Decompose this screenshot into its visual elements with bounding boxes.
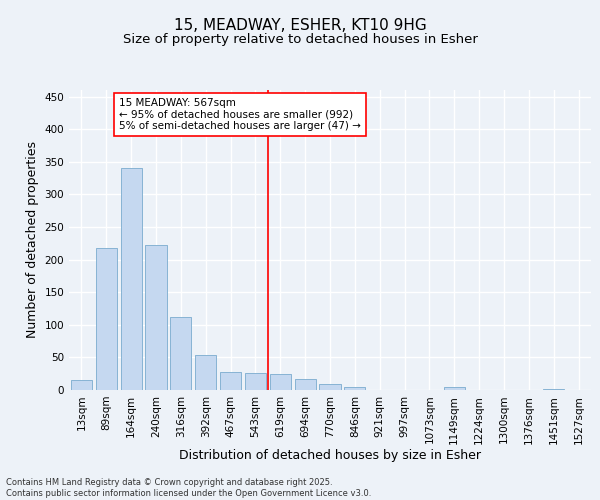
Bar [295,379,316,390]
Bar [245,373,266,390]
Y-axis label: Number of detached properties: Number of detached properties [26,142,39,338]
Bar [170,317,191,390]
Bar [319,384,341,390]
Bar [270,374,291,390]
Text: Size of property relative to detached houses in Esher: Size of property relative to detached ho… [122,32,478,46]
Bar [195,355,216,390]
Bar [121,168,142,390]
Text: Contains HM Land Registry data © Crown copyright and database right 2025.
Contai: Contains HM Land Registry data © Crown c… [6,478,371,498]
Bar [344,386,365,390]
Bar [71,380,92,390]
Bar [444,388,465,390]
Bar [96,248,117,390]
Text: 15 MEADWAY: 567sqm
← 95% of detached houses are smaller (992)
5% of semi-detache: 15 MEADWAY: 567sqm ← 95% of detached hou… [119,98,361,131]
Bar [543,388,564,390]
Bar [145,244,167,390]
Text: 15, MEADWAY, ESHER, KT10 9HG: 15, MEADWAY, ESHER, KT10 9HG [173,18,427,32]
Bar [220,372,241,390]
X-axis label: Distribution of detached houses by size in Esher: Distribution of detached houses by size … [179,449,481,462]
